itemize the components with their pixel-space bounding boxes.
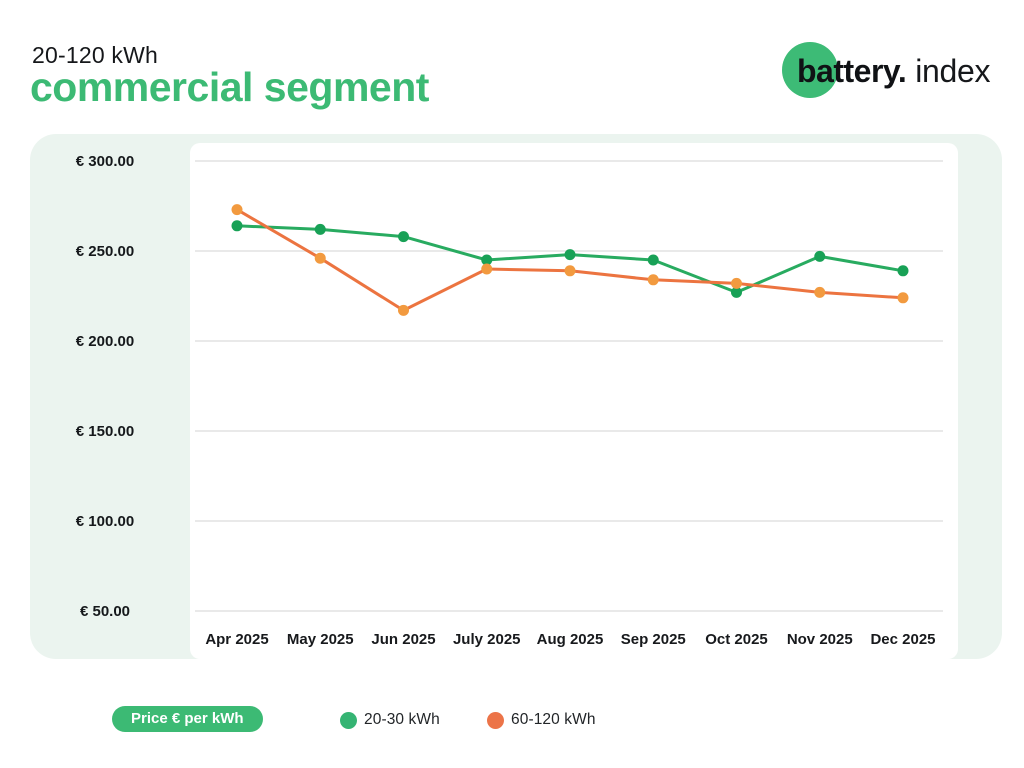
x-axis-tick-label: Aug 2025 — [537, 631, 604, 648]
y-axis-title-pill: Price € per kWh — [112, 706, 263, 732]
data-point — [897, 292, 909, 304]
data-point — [564, 249, 576, 261]
y-axis-tick-label: € 150.00 — [75, 422, 135, 440]
chart-card: € 300.00 € 250.00 € 200.00 € 150.00 € 100.00… — [30, 134, 1002, 659]
data-point — [814, 250, 826, 262]
data-point — [481, 263, 493, 275]
brand-name-bold: battery. — [797, 53, 907, 89]
line-chart: Apr 2025 May 2025 Jun 2025 July 2025 Aug 202… — [195, 160, 943, 648]
legend-label: 20-30 kWh — [364, 711, 440, 728]
plot-panel: Apr 2025 May 2025 Jun 2025 July 2025 Aug 202… — [190, 143, 958, 659]
brand-logo: battery. index — [782, 42, 1002, 98]
subtitle: 20-120 kWh — [32, 42, 159, 68]
data-point — [481, 254, 493, 266]
data-point — [314, 252, 326, 264]
legend-dot-orange-icon — [487, 711, 504, 729]
brand-name-light: index — [915, 53, 991, 89]
legend-dot-green-icon — [340, 711, 357, 729]
data-point — [647, 254, 659, 266]
x-axis-tick-label: May 2025 — [287, 631, 354, 648]
legend-item-20-30-kwh: 20-30 kWh — [340, 711, 440, 729]
data-point — [398, 304, 409, 316]
x-axis-tick-label: Dec 2025 — [870, 631, 935, 648]
legend-label: 60-120 kWh — [511, 711, 596, 728]
data-point — [731, 286, 742, 298]
y-axis-tick-label: € 50.00 — [79, 602, 131, 620]
data-point — [231, 204, 243, 216]
x-axis-tick-label: Oct 2025 — [705, 631, 768, 648]
x-axis-tick-label: Jun 2025 — [371, 631, 435, 648]
logo-circle-icon — [782, 42, 838, 98]
y-axis-tick-label: € 100.00 — [75, 512, 135, 530]
y-axis-tick-label: € 300.00 — [75, 152, 135, 170]
legend-item-60-120-kwh: 60-120 kWh — [487, 711, 596, 729]
data-point — [398, 231, 409, 243]
x-axis-tick-label: Sep 2025 — [621, 631, 686, 648]
data-point — [647, 274, 659, 286]
y-axis-tick-label: € 250.00 — [75, 242, 135, 260]
x-axis-tick-label: July 2025 — [453, 631, 521, 648]
data-point — [564, 265, 576, 277]
y-axis-tick-label: € 200.00 — [75, 332, 135, 350]
data-point — [314, 223, 326, 235]
x-axis-tick-label: Apr 2025 — [205, 631, 268, 648]
x-axis-tick-label: Nov 2025 — [787, 631, 853, 648]
data-point — [897, 265, 909, 277]
logo-text: battery. index — [797, 53, 991, 89]
data-point — [231, 220, 243, 232]
page-title: commercial segment — [30, 64, 429, 110]
data-point — [814, 286, 826, 298]
data-point — [731, 277, 742, 289]
